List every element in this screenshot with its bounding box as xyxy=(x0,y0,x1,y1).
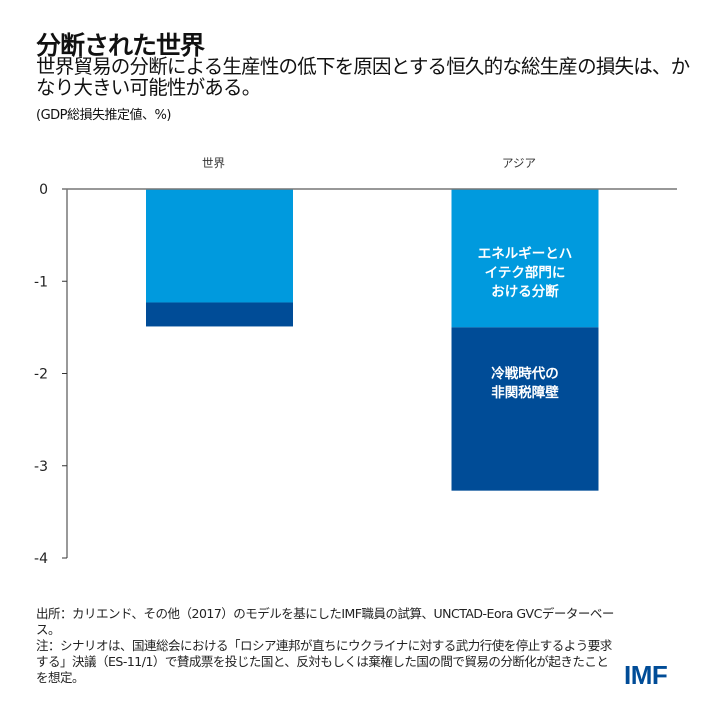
bar-segment xyxy=(146,189,293,303)
y-tick-label: -1 xyxy=(34,274,48,290)
y-tick-label: 0 xyxy=(39,182,48,198)
scenario-note: 注：シナリオは、国連総会における「ロシア連邦が直ちにウクライナに対する武力行使を… xyxy=(36,638,612,685)
segment-label: イテク部門に xyxy=(485,264,566,281)
bar-segment xyxy=(451,189,599,328)
segment-label: 冷戦時代の xyxy=(491,365,559,382)
y-tick-label: -4 xyxy=(34,551,48,567)
y-tick-label: -2 xyxy=(34,367,48,383)
segment-label: おける分断 xyxy=(491,283,559,300)
footnotes: 出所：カリエンド、その他（2017）のモデルを基にしたIMF職員の試算、UNCT… xyxy=(36,606,616,686)
chart-subtitle: 世界貿易の分断による生産性の低下を原因とする恒久的な総生産の損失は、かなり大きい… xyxy=(36,55,690,99)
category-label: アジア xyxy=(502,156,536,170)
bar-segment xyxy=(451,327,599,491)
bar-segment xyxy=(146,302,293,327)
segment-label: 非関税障壁 xyxy=(491,384,559,401)
segment-label: エネルギーとハ xyxy=(478,246,573,262)
category-label: 世界 xyxy=(202,156,225,170)
source-note: 出所：カリエンド、その他（2017）のモデルを基にしたIMF職員の試算、UNCT… xyxy=(36,606,614,637)
y-tick-label: -3 xyxy=(34,459,48,475)
unit-label: (GDP総損失推定値、%) xyxy=(36,108,171,123)
chart-title: 分断された世界 xyxy=(36,31,205,60)
imf-logo: IMF xyxy=(624,660,668,690)
